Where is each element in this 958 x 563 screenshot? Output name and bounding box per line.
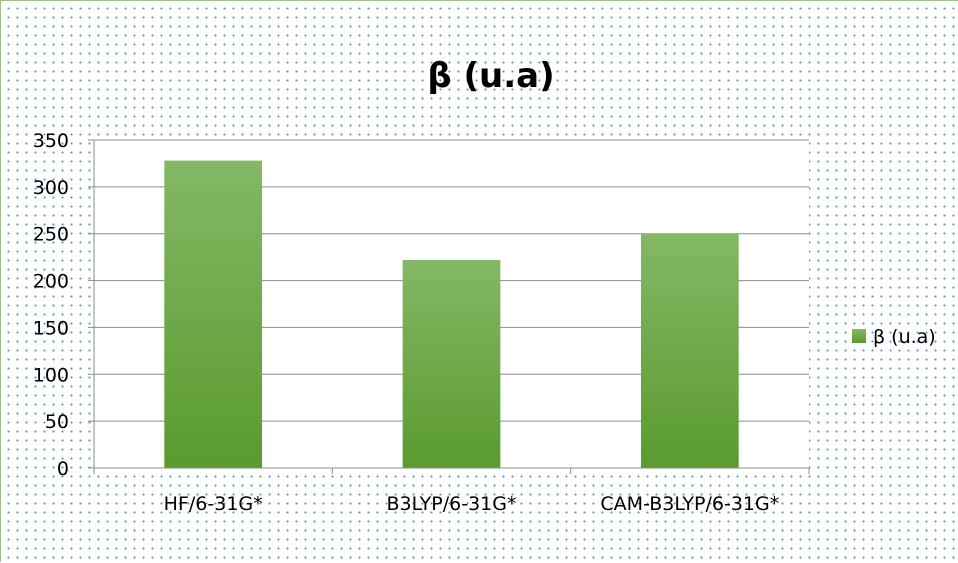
legend-swatch xyxy=(852,329,866,343)
x-tick-label: HF/6-31G* xyxy=(164,493,263,515)
y-tick-label: 250 xyxy=(33,224,69,246)
bar xyxy=(402,259,501,468)
y-tick-label: 0 xyxy=(57,458,69,480)
y-tick-label: 200 xyxy=(33,271,69,293)
axes xyxy=(88,139,810,474)
y-tick-label: 150 xyxy=(33,317,69,339)
bars xyxy=(164,160,739,469)
bar xyxy=(640,233,739,468)
y-tick-label: 100 xyxy=(33,364,69,386)
y-tick-label: 50 xyxy=(45,411,69,433)
tick-labels: 0 50 100 150 200 250 300 350 HF/6-31G* B3LYP/6-31… xyxy=(33,130,780,515)
y-tick-label: 350 xyxy=(33,130,69,152)
y-tick-label: 300 xyxy=(33,177,69,199)
chart-title: β (u.a) xyxy=(427,56,554,96)
bar xyxy=(164,160,263,469)
x-tick-label: CAM-B3LYP/6-31G* xyxy=(600,493,779,515)
legend: β (u.a) xyxy=(852,326,936,348)
legend-label: β (u.a) xyxy=(873,326,936,348)
x-tick-label: B3LYP/6-31G* xyxy=(387,493,517,515)
